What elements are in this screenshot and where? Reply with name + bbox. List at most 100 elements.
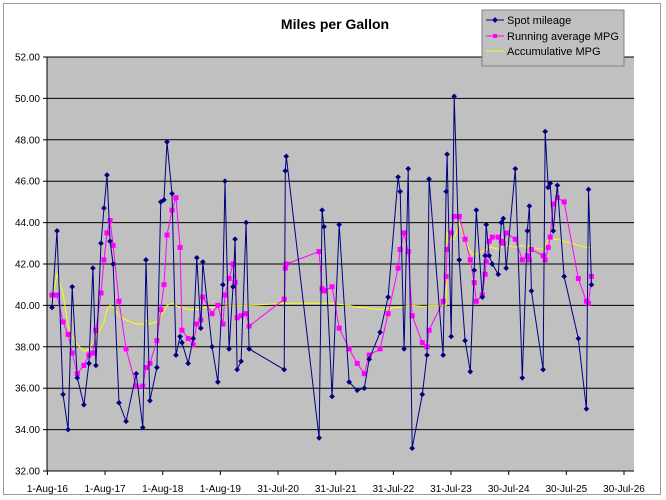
- data-point-spot-mileage: [471, 267, 478, 274]
- data-point-spot-mileage: [385, 294, 391, 300]
- x-tick-label: 31-Jul-20: [257, 484, 299, 495]
- data-point-spot-mileage: [98, 240, 104, 247]
- data-point-running-average-mpg: [185, 336, 191, 342]
- data-point-spot-mileage: [147, 397, 153, 404]
- data-point-spot-mileage: [528, 288, 535, 294]
- data-point-spot-mileage: [405, 165, 412, 172]
- data-point-spot-mileage: [190, 335, 197, 342]
- data-point-spot-mileage: [462, 337, 468, 344]
- x-tick-label: 31-Jul-22: [373, 484, 415, 495]
- data-point-spot-mileage: [489, 261, 496, 267]
- data-point-running-average-mpg: [500, 240, 506, 246]
- data-point-running-average-mpg: [98, 290, 104, 296]
- data-point-running-average-mpg: [60, 319, 66, 325]
- data-point-running-average-mpg: [503, 230, 509, 236]
- data-point-spot-mileage: [161, 197, 167, 203]
- data-point-spot-mileage: [540, 366, 546, 373]
- data-point-running-average-mpg: [49, 292, 55, 298]
- data-point-spot-mileage: [483, 221, 490, 228]
- data-point-running-average-mpg: [107, 218, 113, 224]
- y-tick-label: 40.00: [15, 301, 40, 312]
- y-tick-label: 38.00: [15, 342, 40, 353]
- data-point-running-average-mpg: [554, 195, 560, 201]
- data-point-spot-mileage: [319, 207, 325, 214]
- data-point-running-average-mpg: [542, 257, 548, 263]
- data-point-spot-mileage: [69, 283, 76, 290]
- data-point-spot-mileage: [90, 265, 96, 271]
- data-point-running-average-mpg: [451, 213, 457, 219]
- data-point-spot-mileage: [448, 333, 455, 340]
- data-point-spot-mileage: [479, 294, 486, 300]
- data-point-running-average-mpg: [81, 362, 87, 368]
- data-point-spot-mileage: [104, 172, 110, 178]
- data-point-spot-mileage: [346, 379, 352, 385]
- data-point-spot-mileage: [185, 360, 191, 367]
- data-point-running-average-mpg: [147, 360, 153, 366]
- data-point-running-average-mpg: [467, 257, 473, 263]
- data-point-running-average-mpg: [483, 259, 489, 265]
- data-point-spot-mileage: [495, 271, 502, 278]
- data-point-spot-mileage: [200, 259, 206, 265]
- data-point-spot-mileage: [230, 283, 236, 290]
- data-point-running-average-mpg: [486, 238, 492, 244]
- data-point-running-average-mpg: [220, 321, 226, 327]
- data-point-running-average-mpg: [54, 292, 60, 298]
- data-point-spot-mileage: [542, 128, 549, 135]
- data-point-spot-mileage: [512, 165, 519, 172]
- data-point-running-average-mpg: [336, 325, 342, 331]
- data-point-spot-mileage: [473, 207, 480, 214]
- data-point-running-average-mpg: [116, 298, 122, 304]
- legend-marker-running: [493, 34, 497, 38]
- data-point-running-average-mpg: [232, 280, 238, 286]
- data-point-running-average-mpg: [456, 213, 462, 219]
- data-point-spot-mileage: [588, 281, 595, 288]
- data-point-spot-mileage: [545, 184, 552, 191]
- x-tick-label: 1-Aug-17: [84, 484, 126, 495]
- data-point-spot-mileage: [443, 188, 449, 195]
- data-point-spot-mileage: [329, 393, 335, 400]
- data-point-running-average-mpg: [230, 261, 236, 267]
- data-point-running-average-mpg: [226, 275, 232, 281]
- x-tick-label: 1-Aug-18: [142, 484, 184, 495]
- data-point-running-average-mpg: [473, 298, 479, 304]
- data-point-spot-mileage: [440, 352, 446, 358]
- data-point-running-average-mpg: [385, 311, 391, 317]
- data-point-running-average-mpg: [90, 350, 96, 356]
- data-point-spot-mileage: [397, 188, 403, 195]
- data-point-spot-mileage: [561, 273, 567, 280]
- data-point-spot-mileage: [395, 174, 401, 180]
- data-point-spot-mileage: [426, 176, 432, 182]
- data-point-running-average-mpg: [575, 275, 581, 281]
- data-point-spot-mileage: [86, 360, 92, 367]
- data-point-spot-mileage: [366, 356, 373, 363]
- y-tick-label: 36.00: [15, 384, 40, 395]
- data-point-spot-mileage: [526, 203, 533, 209]
- data-point-running-average-mpg: [123, 346, 129, 352]
- data-point-running-average-mpg: [540, 253, 546, 259]
- chart-title: Miles per Gallon: [281, 16, 389, 32]
- data-point-spot-mileage: [419, 391, 426, 398]
- chart-frame: [3, 3, 661, 495]
- data-point-running-average-mpg: [444, 247, 450, 253]
- data-point-running-average-mpg: [209, 311, 215, 317]
- data-point-spot-mileage: [65, 426, 71, 433]
- data-point-running-average-mpg: [110, 242, 116, 248]
- data-point-running-average-mpg: [161, 282, 167, 288]
- data-point-spot-mileage: [467, 368, 474, 375]
- data-point-spot-mileage: [169, 190, 175, 197]
- data-point-running-average-mpg: [426, 327, 432, 333]
- data-point-spot-mileage: [500, 215, 507, 222]
- data-point-running-average-mpg: [164, 232, 170, 238]
- data-point-running-average-mpg: [194, 321, 200, 327]
- data-point-running-average-mpg: [234, 315, 240, 321]
- data-point-spot-mileage: [547, 180, 554, 187]
- data-point-spot-mileage: [238, 358, 244, 365]
- data-point-spot-mileage: [133, 370, 140, 377]
- data-point-spot-mileage: [550, 228, 557, 234]
- data-point-spot-mileage: [554, 182, 561, 189]
- data-point-running-average-mpg: [282, 265, 288, 271]
- data-point-spot-mileage: [585, 186, 592, 193]
- x-tick-label: 31-Jul-21: [315, 484, 357, 495]
- data-point-running-average-mpg: [173, 195, 179, 201]
- data-point-running-average-mpg: [321, 288, 327, 294]
